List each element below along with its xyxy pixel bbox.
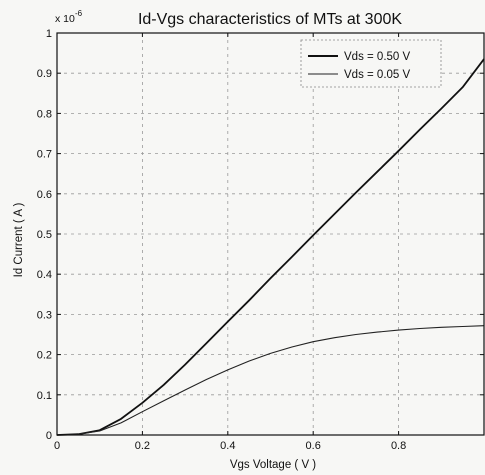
x-tick-label: 0.4 — [220, 440, 235, 452]
y-tick-label: 0 — [46, 430, 52, 442]
tick-layer: 0 0.2 0.4 0.6 0.8 0 0.1 0.2 0.3 0.4 0.5 0.6 0.7 0.8 0.… — [37, 28, 485, 452]
series-layer — [56, 58, 485, 436]
y-tick-label: 0.3 — [37, 309, 52, 321]
x-tick-label: 0.6 — [306, 440, 321, 452]
y-axis-label: Id Current ( A ) — [13, 202, 25, 277]
y-tick-label: 0.6 — [37, 189, 52, 201]
y-tick-label: 1 — [46, 28, 52, 40]
chart-title: Id-Vgs characteristics of MTs at 300K — [138, 11, 402, 28]
y-tick-label: 0.8 — [37, 108, 52, 120]
y-multiplier-base: x 10 — [55, 13, 75, 25]
y-multiplier-exponent: -6 — [75, 9, 83, 18]
series-line-vds-005 — [56, 325, 485, 436]
series-line-vds-050 — [56, 58, 485, 436]
legend-label-vds-050: Vds = 0.50 V — [344, 51, 410, 63]
x-tick-label: 0.2 — [135, 440, 150, 452]
y-tick-label: 0.1 — [37, 390, 52, 402]
y-tick-label: 0.2 — [37, 350, 52, 362]
y-tick-label: 0.5 — [37, 229, 52, 241]
legend: Vds = 0.50 V Vds = 0.05 V — [300, 39, 442, 88]
legend-label-vds-005: Vds = 0.05 V — [344, 69, 410, 81]
y-tick-label: 0.4 — [37, 269, 52, 281]
x-tick-label: 0 — [54, 440, 60, 452]
y-tick-label: 0.7 — [37, 149, 52, 161]
y-tick-label: 0.9 — [37, 68, 52, 80]
x-axis-label: Vgs Voltage ( V ) — [230, 459, 316, 471]
x-tick-label: 0.8 — [391, 440, 406, 452]
grid-layer — [57, 33, 484, 435]
legend-box — [300, 39, 442, 88]
